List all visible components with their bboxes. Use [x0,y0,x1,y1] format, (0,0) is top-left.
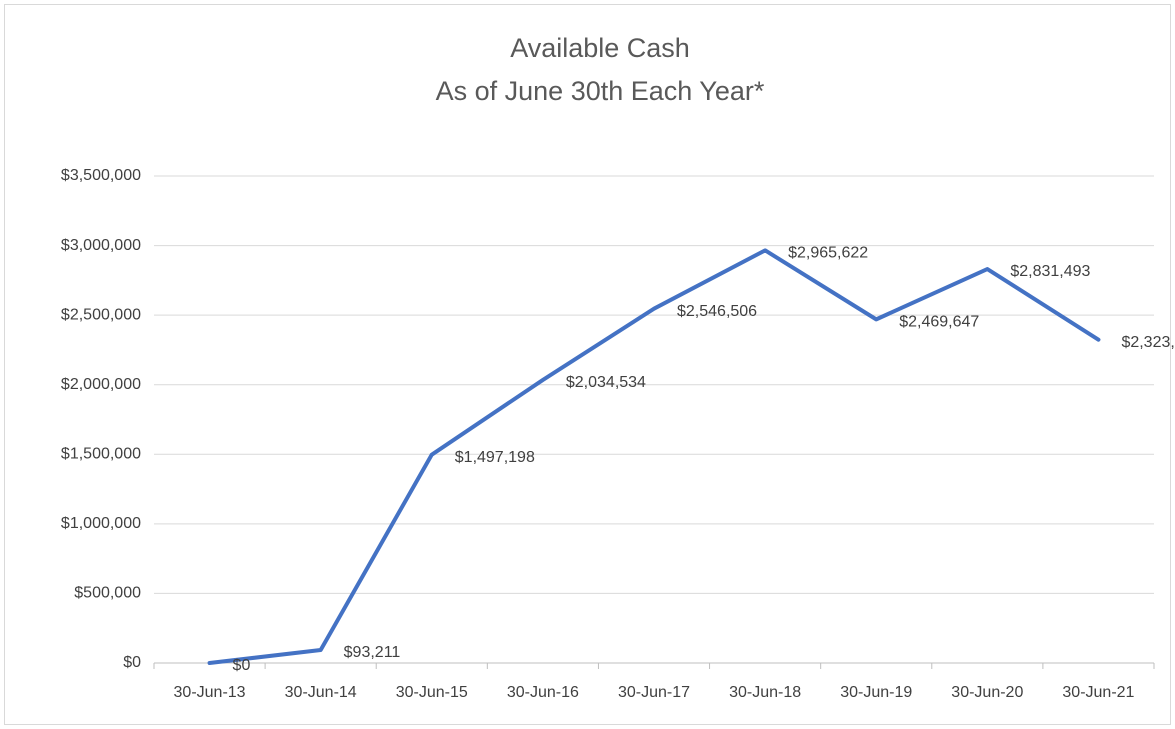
x-tick-label: 30-Jun-21 [1062,684,1134,701]
data-label: $0 [233,657,251,674]
x-tick-label: 30-Jun-20 [951,684,1023,701]
data-label: $2,469,647 [899,314,979,331]
y-tick-label: $2,500,000 [61,306,141,323]
chart-title: Available Cash [510,33,690,63]
data-label: $2,034,534 [566,374,646,391]
y-tick-label: $3,500,000 [61,167,141,184]
y-tick-label: $2,000,000 [61,376,141,393]
data-label: $93,211 [344,644,401,661]
x-tick-label: 30-Jun-16 [507,684,579,701]
x-tick-label: 30-Jun-18 [729,684,801,701]
chart-border [4,4,1171,725]
data-label: $1,497,198 [455,449,535,466]
x-tick-label: 30-Jun-13 [174,684,246,701]
data-label: $2,323,704 [1121,334,1175,351]
x-tick-label: 30-Jun-14 [285,684,357,701]
x-tick-label: 30-Jun-15 [396,684,468,701]
y-tick-label: $3,000,000 [61,237,141,254]
data-label: $2,546,506 [677,303,757,320]
y-tick-label: $500,000 [74,585,141,602]
chart-subtitle: As of June 30th Each Year* [436,76,765,106]
y-tick-label: $1,000,000 [61,515,141,532]
line-series [207,248,1101,665]
y-tick-label: $1,500,000 [61,446,141,463]
data-label: $2,831,493 [1010,263,1090,280]
data-label: $2,965,622 [788,245,868,262]
y-tick-label: $0 [123,654,141,671]
x-tick-label: 30-Jun-19 [840,684,912,701]
x-tick-label: 30-Jun-17 [618,684,690,701]
